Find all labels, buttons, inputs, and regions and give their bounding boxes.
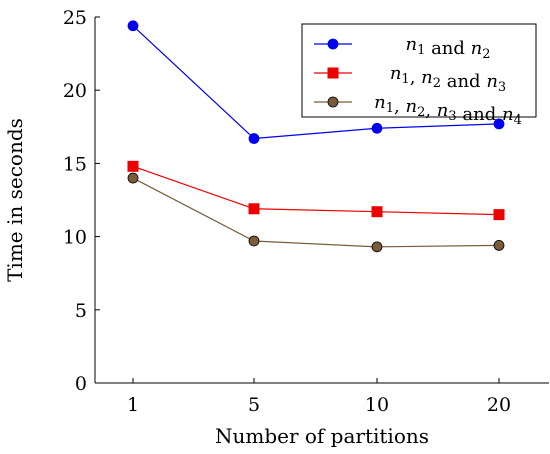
data-point xyxy=(371,241,383,253)
y-axis-label: Time in seconds xyxy=(3,118,27,282)
y-tick-label: 20 xyxy=(63,80,87,102)
series-line xyxy=(132,177,500,248)
x-axis-label: Number of partitions xyxy=(215,424,429,448)
y-tick-label: 15 xyxy=(63,153,87,175)
series-2 xyxy=(127,160,505,221)
plot-area xyxy=(127,20,505,253)
data-point xyxy=(248,203,260,215)
x-tick-label: 5 xyxy=(248,394,260,416)
x-tick-label: 20 xyxy=(487,394,511,416)
data-point xyxy=(248,235,260,247)
series-line xyxy=(132,25,500,140)
x-tick-label: 10 xyxy=(365,394,389,416)
series-line xyxy=(132,165,500,216)
data-point xyxy=(248,133,260,144)
legend-entry-2: n1, n2 and n3 xyxy=(314,63,506,95)
legend-marker xyxy=(327,38,339,50)
legend-marker xyxy=(327,67,339,79)
y-tick-label: 10 xyxy=(63,227,87,249)
y-tick-label: 5 xyxy=(75,300,87,322)
data-point xyxy=(371,122,383,134)
y-tick-label: 25 xyxy=(63,7,87,29)
legend-label: n1 and n2 xyxy=(405,34,490,62)
data-point xyxy=(127,172,139,184)
legend-label: n1, n2, n3 and n4 xyxy=(374,92,522,128)
data-point xyxy=(493,239,505,251)
data-point xyxy=(127,160,139,172)
legend-entry-3: n1, n2, n3 and n4 xyxy=(314,92,522,128)
series-1 xyxy=(127,20,505,144)
data-point xyxy=(493,209,505,221)
data-point xyxy=(127,20,139,32)
legend-label: n1, n2 and n3 xyxy=(390,63,506,95)
x-tick-label: 1 xyxy=(127,394,139,416)
data-point xyxy=(493,118,505,130)
legend-marker xyxy=(327,96,339,108)
series-3 xyxy=(127,172,505,253)
legend-entry-1: n1 and n2 xyxy=(314,34,491,62)
data-point xyxy=(371,206,383,218)
y-tick-label: 0 xyxy=(75,373,87,395)
